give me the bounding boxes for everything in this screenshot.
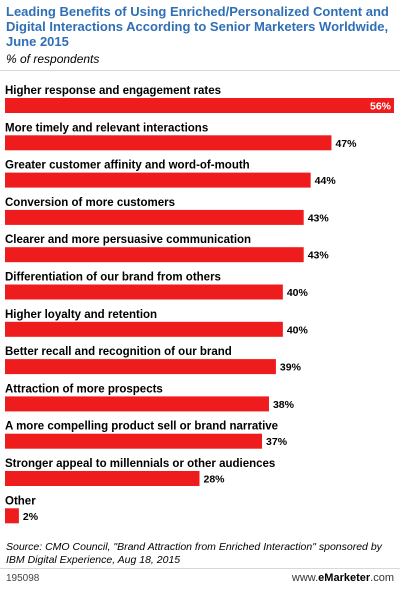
- bar-clearer-and-more-persuasive-communication: [5, 247, 304, 263]
- category-label-more-timely-and-relevant-interactions: More timely and relevant interactions: [5, 122, 208, 134]
- value-label-stronger-appeal-to-millennials-or-other-audiences: 28%: [204, 474, 226, 486]
- category-label-stronger-appeal-to-millennials-or-other-audiences: Stronger appeal to millennials or other …: [5, 458, 275, 470]
- brand-name: eMarketer: [318, 572, 371, 584]
- footer-divider: [0, 568, 400, 569]
- category-label-better-recall-and-recognition-of-our-brand: Better recall and recognition of our bra…: [5, 346, 232, 358]
- value-label-greater-customer-affinity-and-word-of-mouth: 44%: [315, 175, 337, 187]
- value-label-differentiation-of-our-brand-from-others: 40%: [287, 287, 309, 299]
- category-label-other: Other: [5, 495, 36, 507]
- bar-higher-loyalty-and-retention: [5, 321, 283, 337]
- category-label-a-more-compelling-product-sell-or-brand-narrative: A more compelling product sell or brand …: [5, 421, 278, 433]
- bar-stronger-appeal-to-millennials-or-other-audiences: [5, 471, 200, 486]
- brand-logo: www.eMarketer.com: [292, 572, 394, 584]
- title-divider: [0, 70, 400, 71]
- bar-differentiation-of-our-brand-from-others: [5, 284, 283, 300]
- category-label-higher-response-and-engagement-rates: Higher response and engagement rates: [5, 85, 221, 97]
- value-label-more-timely-and-relevant-interactions: 47%: [335, 138, 357, 150]
- value-label-conversion-of-more-customers: 43%: [308, 212, 330, 224]
- bar-more-timely-and-relevant-interactions: [5, 135, 332, 151]
- source-note: Source: CMO Council, "Brand Attraction f…: [6, 541, 382, 566]
- bar-attraction-of-more-prospects: [5, 396, 269, 412]
- category-label-clearer-and-more-persuasive-communication: Clearer and more persuasive communicatio…: [5, 234, 251, 246]
- category-label-conversion-of-more-customers: Conversion of more customers: [5, 197, 175, 209]
- bar-a-more-compelling-product-sell-or-brand-narrative: [5, 433, 263, 449]
- category-label-higher-loyalty-and-retention: Higher loyalty and retention: [5, 309, 157, 321]
- chart-subtitle: % of respondents: [6, 52, 100, 66]
- bar-conversion-of-more-customers: [5, 209, 304, 225]
- category-label-attraction-of-more-prospects: Attraction of more prospects: [5, 383, 163, 395]
- category-label-differentiation-of-our-brand-from-others: Differentiation of our brand from others: [5, 272, 221, 284]
- chart-title: Leading Benefits of Using Enriched/Perso…: [6, 4, 389, 49]
- bar-greater-customer-affinity-and-word-of-mouth: [5, 172, 311, 188]
- bar-better-recall-and-recognition-of-our-brand: [5, 359, 276, 375]
- value-label-clearer-and-more-persuasive-communication: 43%: [308, 250, 330, 262]
- chart-id: 195098: [6, 573, 40, 584]
- value-label-a-more-compelling-product-sell-or-brand-narrative: 37%: [266, 436, 288, 448]
- value-label-attraction-of-more-prospects: 38%: [273, 399, 295, 411]
- value-label-higher-loyalty-and-retention: 40%: [287, 324, 309, 336]
- category-label-greater-customer-affinity-and-word-of-mouth: Greater customer affinity and word-of-mo…: [5, 160, 250, 172]
- value-label-better-recall-and-recognition-of-our-brand: 39%: [280, 362, 302, 374]
- bar-other: [5, 508, 19, 524]
- value-label-higher-response-and-engagement-rates: 56%: [370, 101, 392, 113]
- bar-higher-response-and-engagement-rates: [5, 98, 394, 113]
- brand-suffix: .com: [370, 572, 394, 584]
- value-label-other: 2%: [23, 511, 39, 523]
- brand-prefix: www.: [291, 572, 319, 584]
